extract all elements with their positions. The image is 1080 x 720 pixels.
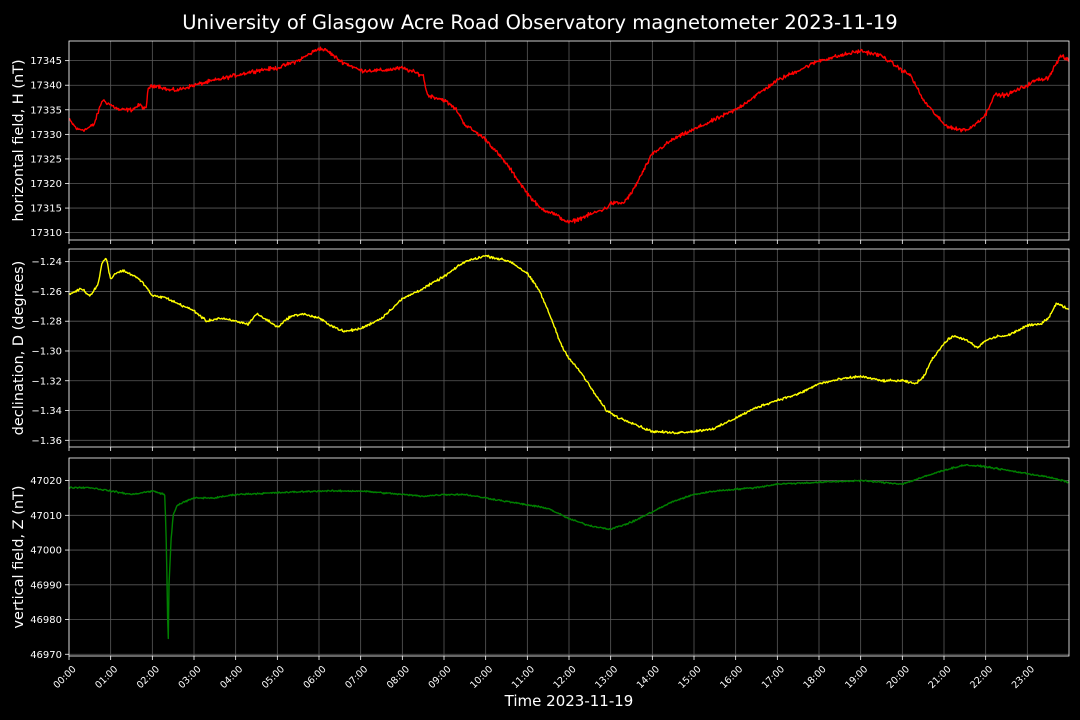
y-tick-label: −1.26 [31,287,62,298]
y-tick-label: 17320 [30,179,62,190]
y-tick-label: −1.30 [31,346,62,357]
y-tick-label: 17330 [30,130,62,141]
panel-2: −1.36 −1.34 −1.32 −1.30 −1.28 −1.26 −1.24 decli… [11,248,1070,451]
y-tick-label: 17335 [30,105,62,116]
y-tick-label: −1.36 [31,436,62,447]
series-line [68,254,1070,435]
y-tick-label: −1.28 [31,317,62,328]
y-tick-label: 17315 [30,204,62,215]
x-axis-label: Time 2023-11-19 [504,692,634,710]
y-tick-label: 17325 [30,154,62,165]
y-tick-label: 47020 [30,476,62,487]
y-axis-label: vertical field, Z (nT) [11,485,27,628]
y-tick-label: 47010 [30,511,62,522]
y-tick-label: 47000 [30,546,62,557]
y-tick-label: −1.24 [31,257,62,268]
panel-1: 17310 17315 17320 17325 17330 17335 17340 17345… [11,40,1070,244]
y-axis-label: declination, D (degrees) [11,261,27,436]
axes-frame [68,248,1070,448]
y-tick-label: −1.34 [31,406,62,417]
y-tick-label: 46990 [30,580,62,591]
y-axis-label: horizontal field, H (nT) [11,59,27,221]
panels-group: 17310 17315 17320 17325 17330 17335 17340 17345… [11,40,1070,661]
y-tick-label: 46980 [30,615,62,626]
y-tick-label: 46970 [30,650,62,661]
axes-frame [68,40,1070,241]
series-line [68,46,1070,224]
y-tick-label: 17310 [30,228,62,239]
y-tick-label: 17345 [30,56,62,67]
y-tick-label: 17340 [30,81,62,92]
y-tick-label: −1.32 [31,376,62,387]
axes-frame [68,457,1070,657]
chart-title: University of Glasgow Acre Road Observat… [182,11,897,34]
series-line [68,463,1070,640]
